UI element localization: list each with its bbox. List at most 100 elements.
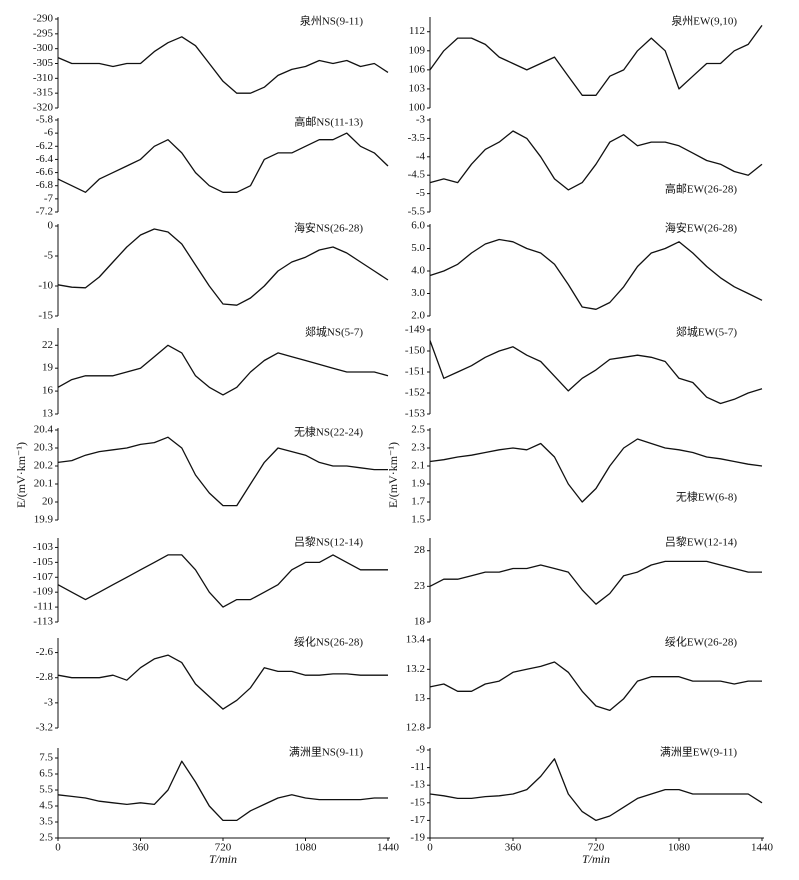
y-tick-label: -4 [416,150,426,162]
panel-title: 郯城NS(5-7) [305,325,363,339]
data-line [429,340,763,405]
y-tick-label: 19 [42,362,54,374]
data-line [429,130,763,191]
y-tick-label: 20.3 [34,442,54,454]
x-tick-label: 360 [505,842,522,854]
panel-title: 吕黎EW(12-14) [665,535,737,549]
data-line [57,132,389,193]
data-line [57,554,388,608]
y-tick-label: -17 [410,814,425,826]
y-tick-label: 13 [42,408,54,420]
panel-title: 海安EW(26-28) [665,221,737,235]
y-tick-label: 112 [409,25,425,37]
x-axis-label: T/min [582,852,610,866]
y-tick-label: -305 [33,57,54,69]
y-tick-label: -300 [33,42,54,54]
x-tick-label: 720 [588,842,605,854]
y-tick-label: -11 [411,761,425,773]
y-tick-label: 4.5 [39,800,53,812]
y-tick-label: -6.4 [36,153,54,165]
data-line [429,758,763,822]
x-tick-label: 1080 [668,842,691,854]
y-tick-label: -5 [416,187,426,199]
y-tick-label: -19 [410,832,425,844]
y-tick-label: -3 [416,114,426,126]
data-line [57,436,388,507]
data-line [429,661,762,712]
y-tick-label: -3.2 [36,722,53,734]
y-tick-label: 16 [42,385,54,397]
y-tick-label: -2.6 [36,646,54,658]
data-line [429,25,763,96]
x-axis-label: T/min [209,852,237,866]
y-tick-label: -3 [44,696,54,708]
y-tick-label: 3.0 [411,287,425,299]
y-tick-label: -13 [410,779,425,791]
y-tick-label: 12.8 [406,722,426,734]
y-tick-label: -3.5 [408,132,426,144]
y-tick-label: -7 [44,192,54,204]
y-tick-label: -7.2 [36,206,53,218]
data-line [429,560,762,605]
y-axis-label: E/(mV·km⁻¹) [14,442,28,508]
panel-title: 满洲里NS(9-11) [289,746,363,759]
y-tick-label: -153 [405,408,426,420]
y-tick-label: -6.6 [36,166,54,178]
y-tick-label: 13.4 [406,634,426,646]
x-tick-label: 1440 [377,842,400,854]
y-tick-label: -6.2 [36,140,53,152]
y-tick-label: 20.2 [34,460,53,472]
data-line [57,36,389,94]
y-tick-label: 22 [42,339,53,351]
y-tick-label: -310 [33,72,54,84]
x-tick-label: 1080 [295,842,318,854]
panel-title: 无棣EW(6-8) [676,491,737,504]
y-tick-label: 13.2 [406,663,425,675]
y-tick-label: -4.5 [408,169,426,181]
data-line [57,760,388,822]
y-tick-label: 2.0 [411,310,425,322]
y-tick-label: 103 [409,82,426,94]
y-tick-label: -315 [33,87,54,99]
y-tick-label: -151 [405,366,425,378]
y-tick-label: -6 [44,127,54,139]
data-line [57,654,388,710]
y-tick-label: 6.0 [411,220,425,232]
y-tick-label: -10 [38,280,53,292]
y-tick-label: 28 [414,544,426,556]
panel-title: 绥化EW(26-28) [665,635,737,649]
y-tick-label: 13 [414,692,426,704]
data-line [429,438,763,503]
x-tick-label: 720 [215,842,232,854]
panel-title: 郯城EW(5-7) [676,325,737,339]
data-line [57,228,389,306]
panel-title: 泉州NS(9-11) [300,14,363,28]
y-tick-label: 18 [414,616,426,628]
x-tick-label: 360 [132,842,149,854]
panel-title: 无棣NS(22-24) [294,426,363,439]
y-tick-label: -9 [416,744,426,756]
y-tick-label: -111 [34,601,53,613]
panel-title: 泉州EW(9,10) [671,14,737,28]
y-tick-label: 2.5 [39,832,53,844]
y-tick-label: 2.3 [411,442,425,454]
y-tick-label: -290 [33,13,54,25]
y-tick-label: -320 [33,102,54,114]
y-tick-label: 1.7 [411,496,425,508]
y-tick-label: 106 [409,63,426,75]
panel-title: 吕黎NS(12-14) [294,535,363,549]
y-tick-label: -15 [38,310,53,322]
y-tick-label: 1.5 [411,514,425,526]
y-tick-label: -5 [44,250,54,262]
y-tick-label: 23 [414,580,426,592]
y-tick-label: -152 [405,387,425,399]
y-axis-label: E/(mV·km⁻¹) [386,442,400,508]
y-tick-label: 0 [48,220,54,232]
y-tick-label: 6.5 [39,768,53,780]
y-tick-label: -107 [33,571,54,583]
y-tick-label: 19.9 [34,514,54,526]
y-tick-label: 5.5 [39,784,53,796]
data-line [57,344,389,396]
y-tick-label: -149 [405,324,426,336]
